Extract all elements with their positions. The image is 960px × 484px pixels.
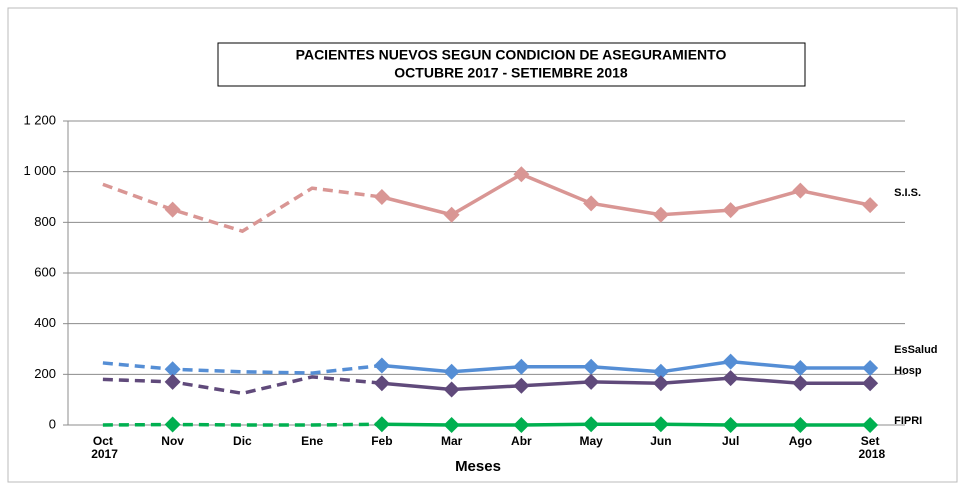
x-tick-label: Dic: [233, 434, 252, 448]
point: [652, 375, 669, 392]
point: [652, 363, 669, 380]
chart-subtitle: OCTUBRE 2017 - SETIEMBRE 2018: [394, 65, 628, 81]
chart-title: PACIENTES NUEVOS SEGUN CONDICION DE ASEG…: [296, 47, 727, 63]
point: [862, 197, 879, 214]
chart-frame: [7, 7, 958, 483]
point: [513, 358, 530, 375]
series-line-dashed: [102, 422, 382, 427]
point: [513, 166, 530, 183]
series-line-dashed: [102, 375, 383, 396]
point: [722, 417, 739, 433]
x-tick-label: May: [579, 434, 603, 448]
point: [443, 363, 460, 380]
series-line: [381, 376, 871, 392]
series-label: S.I.S.: [894, 187, 921, 199]
point: [583, 416, 600, 433]
point: [792, 417, 809, 433]
x-tick-label: Feb: [371, 434, 392, 448]
title-box: [217, 42, 806, 87]
point: [373, 189, 390, 205]
series-line: [381, 172, 871, 217]
point: [513, 417, 530, 433]
point: [373, 416, 390, 433]
series-line-dashed: [102, 361, 383, 375]
series-line-dashed: [102, 182, 383, 234]
y-tick-label: 600: [34, 264, 56, 279]
y-tick-label: 400: [34, 315, 56, 330]
y-tick-label: 800: [34, 214, 56, 229]
point: [164, 361, 181, 378]
series-line: [381, 359, 871, 374]
x-tick-label: Abr: [511, 434, 532, 448]
x-tick-label: Jun: [650, 434, 671, 448]
point: [164, 373, 181, 390]
x-axis-label: Meses: [455, 458, 501, 475]
point: [722, 370, 739, 387]
x-tick-label: Set 2018: [855, 434, 885, 461]
x-tick-label: Ago: [789, 434, 812, 448]
point: [443, 381, 460, 398]
point: [862, 360, 879, 376]
series-label: FIPRI: [894, 415, 922, 427]
point: [443, 206, 460, 223]
x-tick-label: Oct 2017: [88, 434, 118, 461]
point: [652, 416, 669, 433]
point: [792, 375, 809, 392]
point: [583, 358, 600, 375]
y-tick-label: 1 200: [23, 112, 56, 127]
x-tick-label: Jul: [722, 434, 739, 448]
point: [373, 375, 390, 392]
x-tick-label: Mar: [441, 434, 463, 448]
point: [652, 206, 669, 223]
y-tick-label: 200: [34, 366, 56, 381]
point: [164, 201, 181, 218]
point: [513, 377, 530, 394]
point: [722, 353, 739, 370]
point: [583, 195, 600, 212]
point: [583, 373, 600, 390]
point: [443, 417, 460, 433]
series-label: EsSalud: [894, 344, 937, 356]
point: [722, 202, 739, 219]
point: [792, 182, 809, 199]
series-line: [381, 422, 871, 427]
point: [164, 416, 181, 433]
point: [862, 375, 879, 392]
point: [373, 357, 390, 374]
point: [862, 417, 879, 433]
point: [792, 360, 809, 376]
x-tick-label: Ene: [301, 434, 323, 448]
x-tick-label: Nov: [161, 434, 184, 448]
y-tick-label: 1 000: [23, 163, 56, 178]
series-label: Hosp: [894, 365, 922, 377]
y-tick-label: 0: [49, 416, 56, 431]
